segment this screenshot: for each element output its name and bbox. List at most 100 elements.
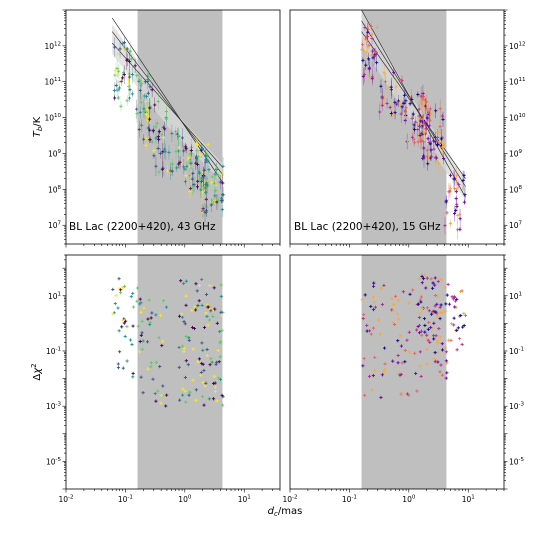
data-point	[123, 334, 127, 339]
data-point	[139, 96, 143, 109]
data-point	[186, 363, 190, 367]
data-point	[128, 41, 132, 62]
data-point	[116, 306, 120, 310]
data-point	[160, 393, 164, 397]
data-point	[148, 83, 152, 91]
data-point	[122, 284, 127, 289]
data-point	[370, 388, 374, 392]
data-point	[447, 302, 452, 306]
data-point	[182, 350, 186, 354]
data-point	[200, 303, 204, 308]
data-point	[164, 116, 169, 123]
data-point	[371, 326, 376, 330]
y-tick-label: 10-1	[46, 346, 61, 356]
data-point	[402, 89, 407, 102]
data-point	[390, 296, 394, 301]
data-point	[209, 309, 213, 313]
data-point	[444, 195, 448, 209]
data-point	[369, 304, 373, 309]
data-point	[380, 90, 384, 106]
data-point	[173, 127, 178, 137]
data-point	[184, 303, 188, 307]
data-point	[116, 70, 120, 80]
data-point	[191, 378, 195, 382]
data-point	[373, 355, 377, 360]
data-point	[148, 136, 152, 144]
data-point	[452, 323, 456, 327]
fit-line	[111, 42, 224, 169]
data-point	[412, 131, 416, 147]
data-point	[199, 152, 203, 157]
data-point	[418, 93, 422, 110]
data-point	[416, 302, 421, 306]
data-point	[372, 281, 376, 285]
data-point	[416, 122, 420, 137]
data-point	[425, 333, 429, 337]
data-point	[418, 350, 422, 354]
data-point	[448, 173, 453, 178]
data-point	[439, 128, 444, 149]
data-point	[178, 155, 182, 169]
data-point	[114, 294, 118, 298]
data-point	[420, 333, 424, 337]
data-point	[127, 69, 131, 85]
data-point	[400, 361, 404, 365]
data-point	[443, 216, 447, 235]
data-point	[144, 135, 148, 142]
data-point	[456, 206, 460, 225]
data-point	[374, 47, 378, 58]
data-point	[373, 305, 378, 309]
data-point	[410, 116, 414, 121]
data-point	[393, 294, 398, 298]
data-point	[205, 347, 209, 352]
data-point	[362, 313, 366, 317]
data-point	[140, 75, 144, 92]
data-point	[380, 373, 385, 377]
data-point	[157, 336, 161, 340]
data-point	[155, 120, 159, 127]
data-point	[153, 97, 157, 113]
data-point	[175, 163, 179, 172]
data-point	[207, 318, 212, 322]
data-point	[433, 351, 437, 355]
data-point	[405, 132, 410, 151]
panel-tb-43ghz: 107 108 109 1010 1011 1012 BL Lac (2200+420),…	[32, 9, 281, 248]
data-point	[154, 132, 158, 144]
data-point	[196, 149, 200, 164]
data-point	[438, 277, 442, 281]
y-tick-label: 109	[48, 149, 62, 159]
data-point	[429, 312, 434, 316]
data-point	[418, 311, 422, 315]
data-point	[187, 338, 191, 343]
data-point	[427, 309, 431, 313]
data-point	[196, 360, 200, 364]
y-axis-label: Tb/K	[32, 116, 44, 137]
data-point	[418, 277, 422, 281]
data-point	[123, 46, 127, 56]
data-point	[177, 365, 181, 369]
data-point	[367, 65, 371, 73]
data-point	[213, 385, 218, 389]
data-point	[197, 283, 202, 288]
data-point	[190, 172, 194, 186]
data-point	[422, 120, 426, 140]
data-point	[142, 134, 146, 145]
data-point	[182, 145, 186, 157]
data-point	[135, 104, 139, 123]
data-point	[150, 82, 154, 98]
data-point	[202, 403, 206, 407]
data-point	[397, 371, 401, 375]
data-point	[156, 142, 160, 155]
data-point	[434, 310, 438, 314]
data-point	[118, 350, 122, 354]
data-point	[382, 346, 387, 350]
data-point	[210, 360, 214, 364]
data-point	[207, 165, 211, 174]
data-point	[141, 391, 145, 395]
data-point	[113, 62, 117, 78]
data-point	[179, 279, 183, 283]
x-tick-label: 101	[238, 495, 251, 505]
data-point	[420, 103, 424, 113]
data-point	[435, 339, 440, 343]
